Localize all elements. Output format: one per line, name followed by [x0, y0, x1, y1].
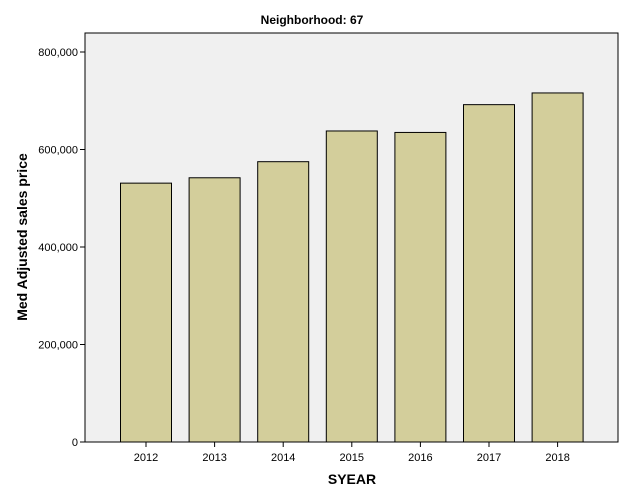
- bar-2012: [120, 182, 172, 443]
- bar-2018: [531, 92, 584, 443]
- bar-series: [120, 92, 584, 443]
- chart-title: Neighborhood: 67: [261, 13, 364, 27]
- y-tick-label: 400,000: [38, 242, 78, 254]
- bar-2015: [325, 130, 378, 443]
- y-tick-label: 800,000: [38, 47, 78, 59]
- y-axis-title: Med Adjusted sales price: [14, 153, 30, 321]
- y-tick-label: 0: [72, 437, 78, 449]
- bar-2014: [257, 161, 310, 443]
- x-axis: 2012 2013 2014 2015 2016 2017 2018: [134, 442, 570, 464]
- bar-2016: [394, 131, 447, 443]
- y-tick-label: 600,000: [38, 145, 78, 157]
- x-axis-title: SYEAR: [328, 471, 376, 487]
- y-tick-label: 200,000: [38, 340, 78, 352]
- x-tick-label: 2018: [545, 452, 569, 464]
- x-tick-label: 2017: [477, 452, 501, 464]
- x-tick-label: 2016: [408, 452, 432, 464]
- x-tick-label: 2015: [340, 452, 364, 464]
- y-axis: 0 200,000 400,000 600,000 800,000: [38, 47, 85, 449]
- x-tick-label: 2013: [202, 452, 226, 464]
- bar-2017: [463, 104, 515, 443]
- x-tick-label: 2014: [271, 452, 295, 464]
- x-tick-label: 2012: [134, 452, 158, 464]
- bar-2013: [188, 177, 241, 443]
